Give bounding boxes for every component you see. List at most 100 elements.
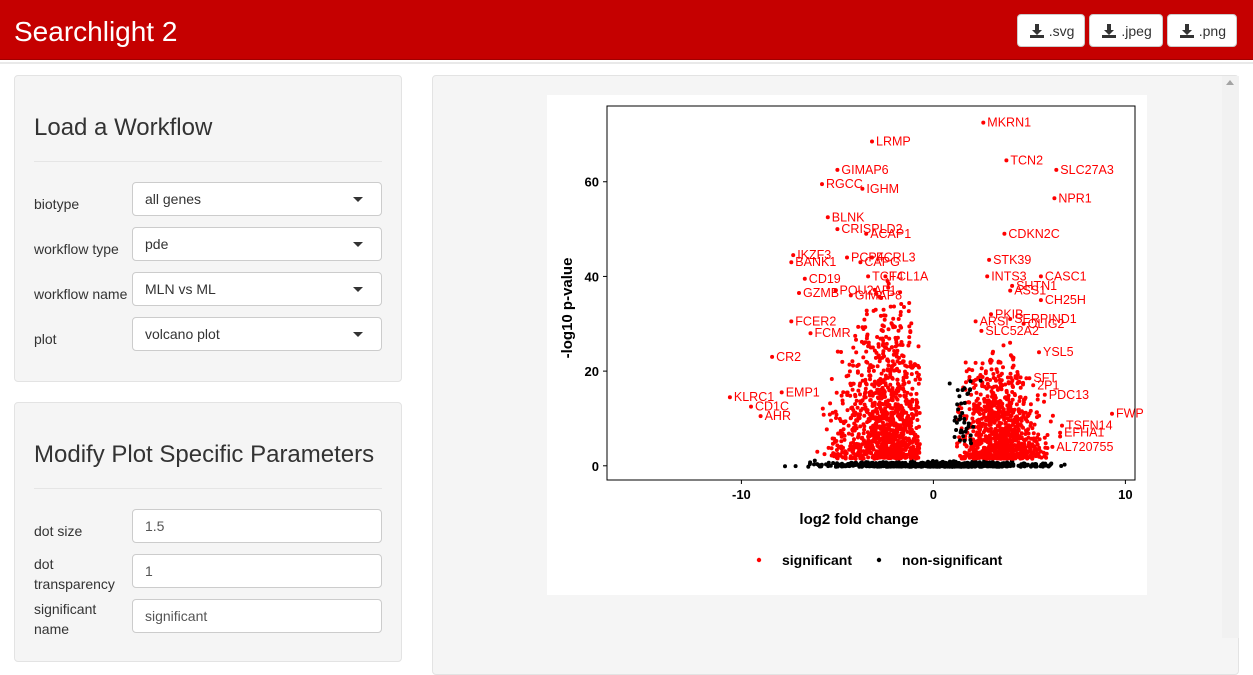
plot-row: plot volcano plot [34, 317, 383, 351]
significant-point [838, 452, 843, 457]
significant-point [1014, 446, 1019, 451]
significant-point [898, 310, 903, 314]
significant-point [903, 455, 908, 460]
significant-point [979, 433, 984, 437]
significant-point [840, 455, 845, 460]
significant-point [874, 350, 879, 355]
significant-point [1006, 397, 1011, 402]
significant-point [854, 398, 859, 403]
significant-point [1036, 432, 1041, 437]
significant-point [874, 291, 879, 296]
significant-point [1041, 450, 1046, 455]
biotype-select[interactable]: all genes [132, 182, 382, 216]
significant-point [830, 410, 835, 415]
dot-size-input[interactable]: 1.5 [132, 509, 382, 543]
significant-point [907, 439, 912, 444]
nonsignificant-point [947, 381, 952, 386]
workflow-name-row: workflow name MLN vs ML [34, 272, 383, 306]
significant-point [916, 372, 921, 377]
labeled-point [1002, 231, 1007, 236]
biotype-label: biotype [34, 196, 80, 212]
significant-point [986, 445, 991, 450]
nonsignificant-point [812, 458, 817, 463]
significant-point [899, 455, 904, 460]
significant-point [991, 349, 995, 354]
significant-point [1042, 454, 1047, 459]
gene-label: SFT [1033, 371, 1057, 385]
significant-point [876, 454, 881, 459]
labeled-point [1037, 350, 1041, 355]
significant-point [1045, 433, 1050, 437]
significant-point [1011, 448, 1016, 453]
significant-point [976, 403, 980, 408]
nonsignificant-point [959, 428, 964, 433]
significant-point [872, 287, 877, 292]
significant-point [866, 343, 871, 347]
significant-point [917, 442, 922, 447]
significant-point [871, 427, 876, 431]
significant-point [851, 440, 856, 445]
significant-point [912, 438, 917, 443]
workflow-name-select[interactable]: MLN vs ML [132, 272, 382, 306]
significant-point [1021, 380, 1026, 385]
significant-point [888, 367, 893, 372]
significant-point [885, 434, 890, 439]
gene-label: STK39 [993, 253, 1031, 267]
labeled-point [1110, 411, 1114, 416]
download-png-button[interactable]: .png [1166, 14, 1237, 47]
significant-point [916, 405, 921, 410]
nonsignificant-point [871, 461, 876, 466]
significant-point [975, 454, 980, 459]
significant-point [858, 392, 862, 397]
download-jpeg-button[interactable]: .jpeg [1089, 14, 1163, 47]
significant-point [834, 412, 839, 417]
nonsignificant-point [966, 421, 971, 426]
nonsignificant-point [962, 438, 967, 443]
significant-point [996, 404, 1001, 409]
significant-name-input[interactable]: significant [132, 599, 382, 633]
significant-point [864, 451, 868, 456]
gene-label: FCRL3 [876, 251, 916, 265]
labeled-point [866, 274, 871, 279]
legend-significant-marker [756, 557, 762, 563]
significant-point [842, 437, 847, 442]
gene-label: GZMB [803, 286, 839, 300]
significant-point [887, 336, 892, 341]
significant-point [984, 437, 989, 442]
significant-point [876, 391, 881, 396]
significant-point [862, 413, 867, 418]
significant-point [998, 427, 1003, 432]
significant-point [855, 364, 860, 368]
significant-point [991, 372, 996, 376]
nonsignificant-point [968, 379, 973, 384]
significant-point [893, 404, 898, 409]
significant-point [964, 414, 969, 419]
significant-point [875, 335, 880, 339]
significant-point [1035, 415, 1039, 420]
significant-point [897, 384, 902, 389]
scroll-up-icon[interactable] [1226, 80, 1234, 85]
significant-point [873, 455, 878, 460]
nonsignificant-point [890, 464, 895, 468]
significant-point [979, 416, 984, 421]
download-icon [1102, 23, 1117, 38]
significant-point [884, 334, 889, 339]
download-svg-button[interactable]: .svg [1016, 14, 1086, 47]
significant-point [902, 305, 906, 309]
significant-point [914, 426, 919, 430]
nonsignificant-point [924, 464, 929, 469]
nonsignificant-point [969, 462, 974, 467]
significant-point [981, 411, 986, 416]
significant-point [914, 398, 919, 403]
scrollbar[interactable] [1222, 76, 1239, 638]
workflow-type-select[interactable]: pde [132, 227, 382, 261]
significant-point [982, 428, 987, 433]
nonsignificant-point [903, 463, 908, 468]
significant-point [886, 398, 891, 403]
significant-point [961, 456, 966, 461]
significant-point [887, 427, 892, 432]
plot-select[interactable]: volcano plot [132, 317, 382, 351]
dot-transparency-input[interactable]: 1 [132, 554, 382, 588]
nonsignificant-point [894, 460, 899, 465]
significant-point [916, 381, 921, 386]
